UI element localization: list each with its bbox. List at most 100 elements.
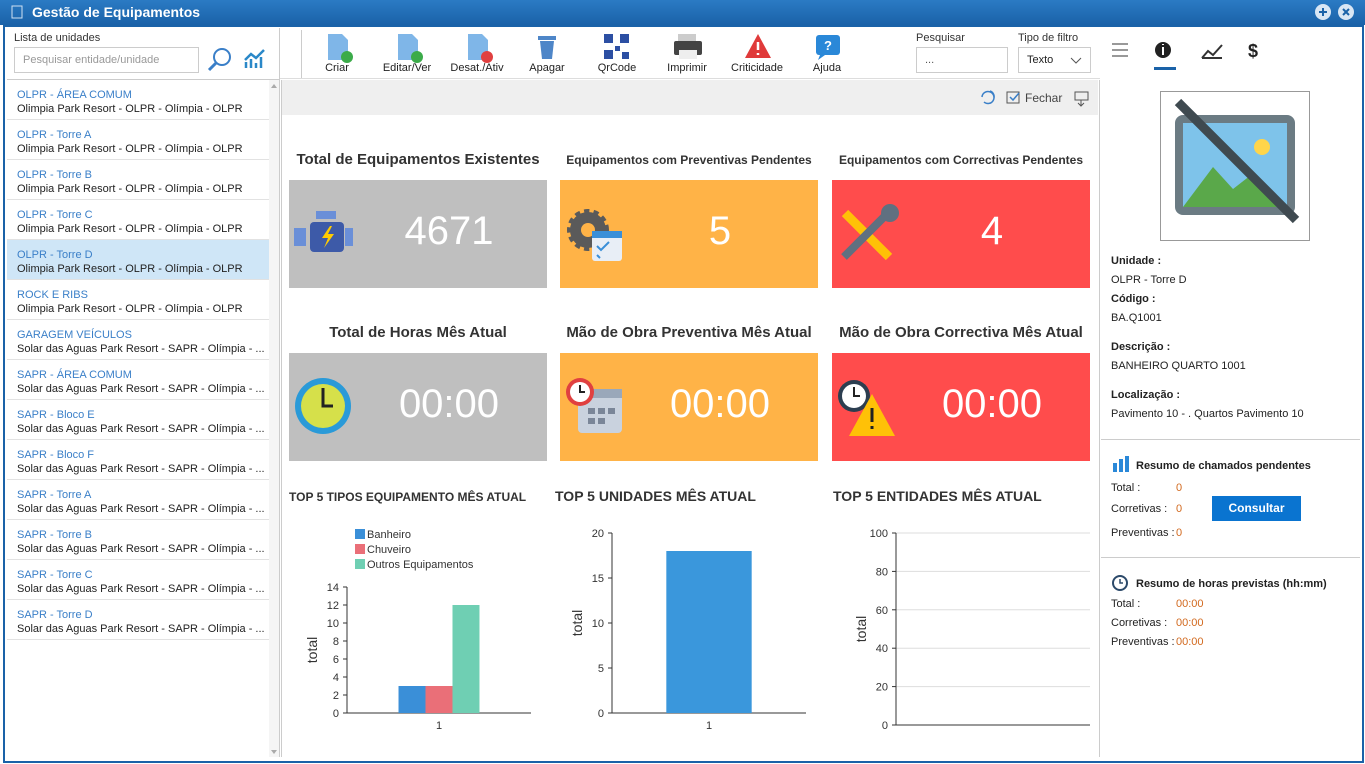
unit-item[interactable] <box>7 360 269 400</box>
sidebar-label: Lista de unidades <box>14 32 101 44</box>
search-box[interactable]: ... <box>916 47 1008 73</box>
card-value: 00:00 <box>669 382 771 426</box>
unit-detail: Solar das Aguas Park Resort - SAPR - Olí… <box>17 543 265 555</box>
unit-item[interactable] <box>7 80 269 120</box>
toolbar-button[interactable]: Ajuda <box>812 62 842 74</box>
hours-label: Preventivas : <box>1111 636 1175 648</box>
unit-detail: Olimpia Park Resort - OLPR - Olímpia - O… <box>17 263 243 275</box>
card-value: 4 <box>980 209 1004 253</box>
unit-detail: Olimpia Park Resort - OLPR - Olímpia - O… <box>17 223 243 235</box>
consult-button[interactable]: Consultar <box>1212 496 1301 521</box>
unit-item[interactable] <box>7 600 269 640</box>
unit-detail: Solar das Aguas Park Resort - SAPR - Olí… <box>17 423 265 435</box>
toolbar-button[interactable]: Editar/Ver <box>382 62 432 74</box>
window-frame <box>3 25 1364 763</box>
field-value: BA.Q1001 <box>1111 312 1162 324</box>
pending-label: Preventivas : <box>1111 527 1175 539</box>
hours-label: Total : <box>1111 598 1141 610</box>
toolbar-button[interactable]: Criar <box>325 62 349 74</box>
unit-name: OLPR - Torre C <box>17 209 93 221</box>
unit-detail: Olimpia Park Resort - OLPR - Olímpia - O… <box>17 143 243 155</box>
unit-name: GARAGEM VEÍCULOS <box>17 329 132 341</box>
filter-select[interactable]: Texto <box>1018 47 1091 73</box>
card-value: 00:00 <box>398 382 500 426</box>
hours-value: 00:00 <box>1176 636 1204 648</box>
card-title: Equipamentos com Preventivas Pendentes <box>566 152 812 167</box>
card-value: 4671 <box>404 209 494 253</box>
card-title: Total de Equipamentos Existentes <box>296 151 540 168</box>
field-label: Descrição : <box>1111 341 1171 353</box>
pending-value: 0 <box>1176 527 1183 539</box>
unit-name: SAPR - Torre C <box>17 569 93 581</box>
filter-label: Tipo de filtro <box>1018 32 1079 44</box>
unit-name: SAPR - Bloco E <box>17 409 95 421</box>
field-label: Unidade : <box>1111 255 1162 267</box>
card-title: Mão de Obra Preventiva Mês Atual <box>566 324 812 341</box>
unit-name: OLPR - Torre A <box>17 129 92 141</box>
sidebar-divider <box>7 79 280 80</box>
field-label: Localização : <box>1111 389 1181 401</box>
unit-detail: Solar das Aguas Park Resort - SAPR - Olí… <box>17 623 265 635</box>
right-separator <box>1101 557 1360 558</box>
unit-item[interactable] <box>7 240 269 280</box>
window-title: Gestão de Equipamentos <box>32 4 201 20</box>
unit-name: SAPR - ÁREA COMUM <box>17 369 132 381</box>
toolbar-bottom <box>280 78 1100 79</box>
search-input[interactable]: Pesquisar entidade/unidade <box>14 47 199 73</box>
unit-item[interactable] <box>7 560 269 600</box>
toolbar-divider <box>301 30 302 78</box>
unit-detail: Solar das Aguas Park Resort - SAPR - Olí… <box>17 503 265 515</box>
card-value: 5 <box>708 209 732 253</box>
unit-item[interactable] <box>7 320 269 360</box>
toolbar-button[interactable]: Desat./Ativ <box>450 62 504 74</box>
unit-name: OLPR - Torre B <box>17 169 92 181</box>
close-button[interactable]: Fechar <box>1025 91 1063 105</box>
toolbar-button[interactable]: Apagar <box>529 62 565 74</box>
right-separator <box>1101 439 1360 440</box>
pending-title: Resumo de chamados pendentes <box>1136 460 1311 472</box>
unit-item[interactable] <box>7 400 269 440</box>
toolbar-button[interactable]: QrCode <box>597 62 637 74</box>
unit-name: ROCK E RIBS <box>17 289 88 301</box>
unit-detail: Olimpia Park Resort - OLPR - Olímpia - O… <box>17 183 243 195</box>
content-panel <box>281 80 1100 757</box>
unit-item[interactable] <box>7 200 269 240</box>
unit-detail: Olimpia Park Resort - OLPR - Olímpia - O… <box>17 103 243 115</box>
scrollbar[interactable] <box>269 80 279 757</box>
toolbar-button[interactable]: Imprimir <box>667 62 707 74</box>
hours-value: 00:00 <box>1176 617 1204 629</box>
unit-item[interactable] <box>7 520 269 560</box>
unit-item[interactable] <box>7 280 269 320</box>
pending-value: 0 <box>1176 503 1183 515</box>
hours-value: 00:00 <box>1176 598 1204 610</box>
unit-item[interactable] <box>7 160 269 200</box>
card-title: Equipamentos com Correctivas Pendentes <box>838 152 1084 167</box>
unit-item[interactable] <box>7 480 269 520</box>
hours-title: Resumo de horas previstas (hh:mm) <box>1136 578 1327 590</box>
unit-name: SAPR - Bloco F <box>17 449 95 461</box>
card-title: Total de Horas Mês Atual <box>329 324 507 341</box>
unit-detail: Solar das Aguas Park Resort - SAPR - Olí… <box>17 583 265 595</box>
field-label: Código : <box>1111 293 1156 305</box>
unit-name: SAPR - Torre A <box>17 489 92 501</box>
unit-detail: Solar das Aguas Park Resort - SAPR - Olí… <box>17 383 265 395</box>
pending-label: Total : <box>1111 482 1141 494</box>
pending-value: 0 <box>1176 482 1183 494</box>
unit-detail: Olimpia Park Resort - OLPR - Olímpia - O… <box>17 303 243 315</box>
unit-item[interactable] <box>7 440 269 480</box>
unit-name: OLPR - Torre D <box>17 249 93 261</box>
pending-label: Corretivas : <box>1111 503 1168 515</box>
toolbar-button[interactable]: Criticidade <box>731 62 783 74</box>
title-bar <box>0 0 1365 25</box>
unit-name: OLPR - ÁREA COMUM <box>17 89 132 101</box>
unit-name: SAPR - Torre B <box>17 529 92 541</box>
content-bar <box>282 80 1098 115</box>
unit-name: SAPR - Torre D <box>17 609 93 621</box>
unit-detail: Solar das Aguas Park Resort - SAPR - Olí… <box>17 343 265 355</box>
card-title: Mão de Obra Correctiva Mês Atual <box>839 324 1083 341</box>
sidebar-panel <box>7 28 280 757</box>
unit-item[interactable] <box>7 120 269 160</box>
selected-row <box>7 240 269 280</box>
field-value: Pavimento 10 - . Quartos Pavimento 10 <box>1111 408 1304 420</box>
